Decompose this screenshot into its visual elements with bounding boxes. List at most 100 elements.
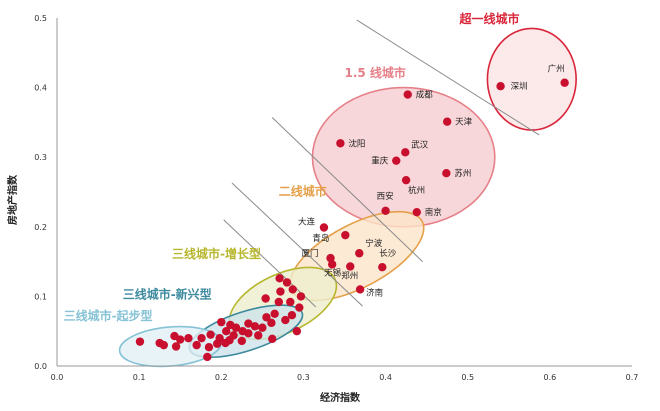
data-point: [237, 336, 247, 346]
data-point: [244, 329, 253, 338]
data-point: [192, 340, 201, 350]
data-point: [203, 352, 212, 362]
city-label: 杭州: [408, 185, 425, 196]
data-point: [222, 327, 231, 336]
y-tick-labels: 0.0 0.1 0.2 0.3 0.4 0.5: [34, 14, 47, 371]
x-tick-label: 0.0: [51, 373, 64, 382]
data-point: [381, 206, 390, 215]
axes: [56, 18, 632, 367]
city-label: 深圳: [511, 81, 528, 92]
data-point: [327, 260, 337, 269]
data-point: [346, 262, 355, 271]
data-point: [442, 169, 451, 178]
group-label: 三线城市-增长型: [172, 246, 261, 261]
y-tick-label: 0.0: [34, 362, 47, 371]
city-label: 武汉: [411, 139, 429, 150]
data-point: [412, 207, 421, 217]
data-point: [267, 318, 276, 328]
x-tick-labels: 0.0 0.1 0.2 0.3 0.4 0.5 0.6 0.7: [51, 373, 639, 382]
data-point: [217, 317, 226, 327]
data-point: [250, 322, 260, 331]
data-point: [355, 249, 364, 258]
x-tick-label: 0.2: [215, 373, 228, 382]
group-label: 三线城市-起步型: [64, 308, 153, 323]
data-point: [197, 333, 206, 343]
x-tick-label: 0.1: [133, 373, 146, 382]
data-point: [276, 287, 285, 296]
city-label: 无锡: [324, 268, 342, 278]
data-point: [296, 292, 306, 301]
data-point: [254, 331, 263, 340]
data-point: [212, 339, 222, 348]
data-point: [287, 310, 297, 320]
data-point: [184, 333, 193, 343]
data-point: [204, 343, 214, 352]
city-label: 重庆: [371, 156, 389, 167]
city-label: 广州: [548, 64, 565, 75]
data-point: [401, 148, 410, 157]
city-label: 西安: [377, 191, 394, 202]
data-point: [171, 342, 181, 351]
city-label: 济南: [366, 287, 383, 298]
data-point: [244, 319, 253, 328]
group-label: 1.5 线城市: [345, 65, 406, 80]
data-point: [392, 156, 401, 165]
data-point: [221, 338, 230, 348]
x-axis-title: 经济指数: [320, 391, 361, 404]
y-tick-label: 0.2: [34, 223, 47, 232]
data-point: [270, 309, 279, 318]
divider-line: [356, 19, 540, 136]
city-label: 成都: [416, 90, 434, 101]
city-label: 天津: [455, 117, 473, 128]
data-point: [319, 223, 329, 232]
data-point: [292, 327, 302, 336]
y-tick-label: 0.1: [34, 292, 47, 301]
city-label: 大连: [298, 216, 316, 227]
city-label: 青岛: [312, 233, 329, 244]
x-tick-label: 0.7: [626, 373, 639, 382]
y-tick-label: 0.4: [34, 84, 47, 93]
city-label: 宁波: [365, 238, 383, 249]
x-tick-label: 0.5: [461, 373, 474, 382]
city-label: 厦门: [302, 248, 319, 259]
data-point: [176, 335, 185, 344]
divider-line: [231, 182, 363, 307]
data-point: [560, 78, 569, 87]
data-point: [262, 313, 271, 322]
x-tick-label: 0.6: [543, 373, 556, 382]
y-tick-label: 0.5: [34, 14, 47, 23]
data-points: [135, 78, 569, 362]
data-point: [341, 230, 350, 240]
data-point: [206, 330, 215, 339]
data-point: [231, 323, 241, 332]
city-label: 苏州: [454, 168, 471, 179]
data-point: [261, 294, 270, 303]
group-label: 超一线城市: [459, 11, 520, 26]
x-tick-label: 0.3: [297, 373, 310, 382]
city-label: 沈阳: [348, 138, 365, 149]
city-label: 长沙: [379, 248, 397, 259]
data-point: [286, 297, 295, 307]
data-point: [135, 337, 145, 346]
data-point: [336, 139, 345, 148]
data-point: [496, 82, 505, 91]
divider-line: [271, 117, 423, 262]
data-point: [378, 262, 387, 272]
data-point: [288, 285, 297, 294]
city-label: 郑州: [341, 270, 358, 281]
group-label: 三线城市-新兴型: [123, 286, 212, 301]
data-point: [258, 323, 267, 332]
city-label: 南京: [425, 207, 442, 218]
data-point: [442, 117, 452, 126]
x-tick-label: 0.4: [379, 373, 392, 382]
data-point: [295, 303, 304, 312]
group-ellipse: [311, 86, 496, 228]
data-point: [281, 315, 290, 325]
data-point: [282, 278, 292, 287]
data-point: [403, 90, 412, 99]
data-point: [275, 274, 284, 283]
data-point: [401, 175, 411, 185]
